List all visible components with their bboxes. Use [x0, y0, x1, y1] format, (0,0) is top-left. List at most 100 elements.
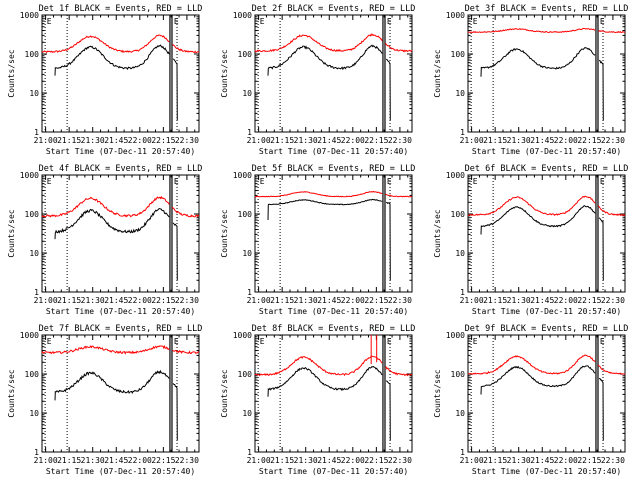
x-tick-label: 21:15: [57, 296, 81, 305]
event-marker: E: [473, 337, 478, 346]
x-tick-label: 22:00: [554, 456, 578, 465]
plot-frame: [254, 174, 413, 293]
y-tick-label: 1: [34, 128, 39, 137]
y-tick-label: 1000: [20, 171, 39, 180]
y-axis-label: Counts/sec: [433, 369, 442, 417]
x-tick-label: 22:15: [364, 136, 388, 145]
x-tick-label: 22:15: [151, 136, 175, 145]
x-tick-label: 21:45: [530, 136, 554, 145]
x-tick-label: 21:00: [247, 296, 271, 305]
event-marker: E: [600, 177, 605, 186]
x-tick-label: 21:30: [294, 296, 318, 305]
lld-series-line: [385, 193, 413, 198]
events-series-line: [54, 207, 170, 240]
events-series-line: [385, 58, 391, 121]
x-tick-label: 22:30: [175, 136, 199, 145]
x-tick-label: 22:30: [175, 296, 199, 305]
events-series-line: [172, 383, 178, 441]
y-tick-label: 10: [455, 89, 465, 98]
y-axis-label: Counts/sec: [220, 369, 229, 417]
panel-title: Det 7f BLACK = Events, RED = LLD: [39, 324, 203, 334]
plot-frame: [467, 334, 626, 453]
x-tick-label: 21:30: [507, 296, 531, 305]
y-tick-label: 1000: [446, 331, 465, 340]
x-tick-label: 21:00: [34, 136, 58, 145]
lld-series-line: [254, 33, 383, 53]
y-tick-label: 10: [29, 409, 39, 418]
y-tick-label: 1: [460, 288, 465, 297]
y-tick-label: 10: [29, 249, 39, 258]
x-tick-label: 22:15: [577, 136, 601, 145]
event-marker: E: [47, 177, 52, 186]
lld-series-line: [41, 344, 170, 355]
x-axis-label: Start Time (07-Dec-11 20:57:40): [259, 467, 408, 476]
events-series-line: [480, 204, 596, 235]
event-marker: E: [260, 17, 265, 26]
y-tick-label: 1: [460, 128, 465, 137]
y-tick-label: 1: [247, 288, 252, 297]
x-tick-label: 22:00: [341, 296, 365, 305]
y-tick-label: 100: [238, 210, 253, 219]
panel-det-3: Det 3f BLACK = Events, RED = LLD Start Ti…: [433, 4, 628, 156]
y-tick-label: 100: [451, 370, 466, 379]
x-tick-label: 22:15: [577, 456, 601, 465]
y-tick-label: 100: [238, 370, 253, 379]
events-series-line: [54, 44, 170, 76]
y-tick-label: 1: [460, 448, 465, 457]
x-axis-label: Start Time (07-Dec-11 20:57:40): [46, 147, 195, 156]
x-tick-label: 22:30: [388, 136, 412, 145]
events-series-line: [267, 366, 383, 397]
events-series-line: [480, 365, 596, 395]
lld-series-line: [172, 44, 200, 54]
x-tick-label: 21:15: [270, 456, 294, 465]
event-marker: E: [387, 337, 392, 346]
event-marker: E: [473, 17, 478, 26]
lld-series-line: [467, 27, 596, 34]
panel-det-1: Det 1f BLACK = Events, RED = LLD Start Ti…: [7, 4, 202, 156]
x-tick-label: 21:45: [530, 296, 554, 305]
x-tick-label: 21:30: [81, 296, 105, 305]
x-tick-label: 22:30: [175, 456, 199, 465]
x-tick-label: 22:00: [341, 456, 365, 465]
x-tick-label: 21:15: [57, 136, 81, 145]
plot-frame: [254, 334, 413, 453]
x-tick-label: 21:15: [483, 296, 507, 305]
event-marker: E: [47, 337, 52, 346]
event-marker: E: [260, 177, 265, 186]
x-tick-label: 21:30: [81, 456, 105, 465]
y-tick-label: 100: [238, 50, 253, 59]
event-marker: E: [387, 17, 392, 26]
events-series-line: [267, 198, 383, 221]
events-series-line: [599, 59, 604, 121]
x-tick-label: 22:00: [341, 136, 365, 145]
y-tick-label: 1000: [446, 11, 465, 20]
y-tick-label: 10: [242, 89, 252, 98]
lld-series-line: [172, 349, 200, 355]
x-tick-label: 21:30: [294, 136, 318, 145]
plot-frame: [41, 14, 200, 133]
y-axis-label: Counts/sec: [7, 369, 16, 417]
y-tick-label: 100: [451, 210, 466, 219]
x-axis-label: Start Time (07-Dec-11 20:57:40): [472, 307, 621, 316]
events-series-line: [598, 217, 604, 281]
x-tick-label: 21:00: [460, 456, 484, 465]
panel-det-5: Det 5f BLACK = Events, RED = LLD Start Ti…: [220, 164, 415, 316]
events-series-line: [385, 380, 391, 441]
x-tick-label: 21:30: [507, 456, 531, 465]
x-tick-label: 22:15: [151, 296, 175, 305]
y-tick-label: 1000: [446, 171, 465, 180]
x-tick-label: 21:00: [460, 136, 484, 145]
panel-det-4: Det 4f BLACK = Events, RED = LLD Start Ti…: [7, 164, 202, 316]
x-tick-label: 21:45: [104, 136, 128, 145]
x-axis-label: Start Time (07-Dec-11 20:57:40): [472, 147, 621, 156]
x-tick-label: 21:15: [270, 296, 294, 305]
y-axis-label: Counts/sec: [7, 49, 16, 97]
lld-series-line: [467, 195, 596, 216]
event-marker: E: [600, 17, 605, 26]
x-tick-label: 22:15: [577, 296, 601, 305]
panel-title: Det 8f BLACK = Events, RED = LLD: [252, 324, 416, 334]
x-tick-label: 21:00: [34, 296, 58, 305]
x-tick-label: 22:30: [601, 296, 625, 305]
event-marker: E: [473, 177, 478, 186]
x-tick-label: 21:15: [57, 456, 81, 465]
